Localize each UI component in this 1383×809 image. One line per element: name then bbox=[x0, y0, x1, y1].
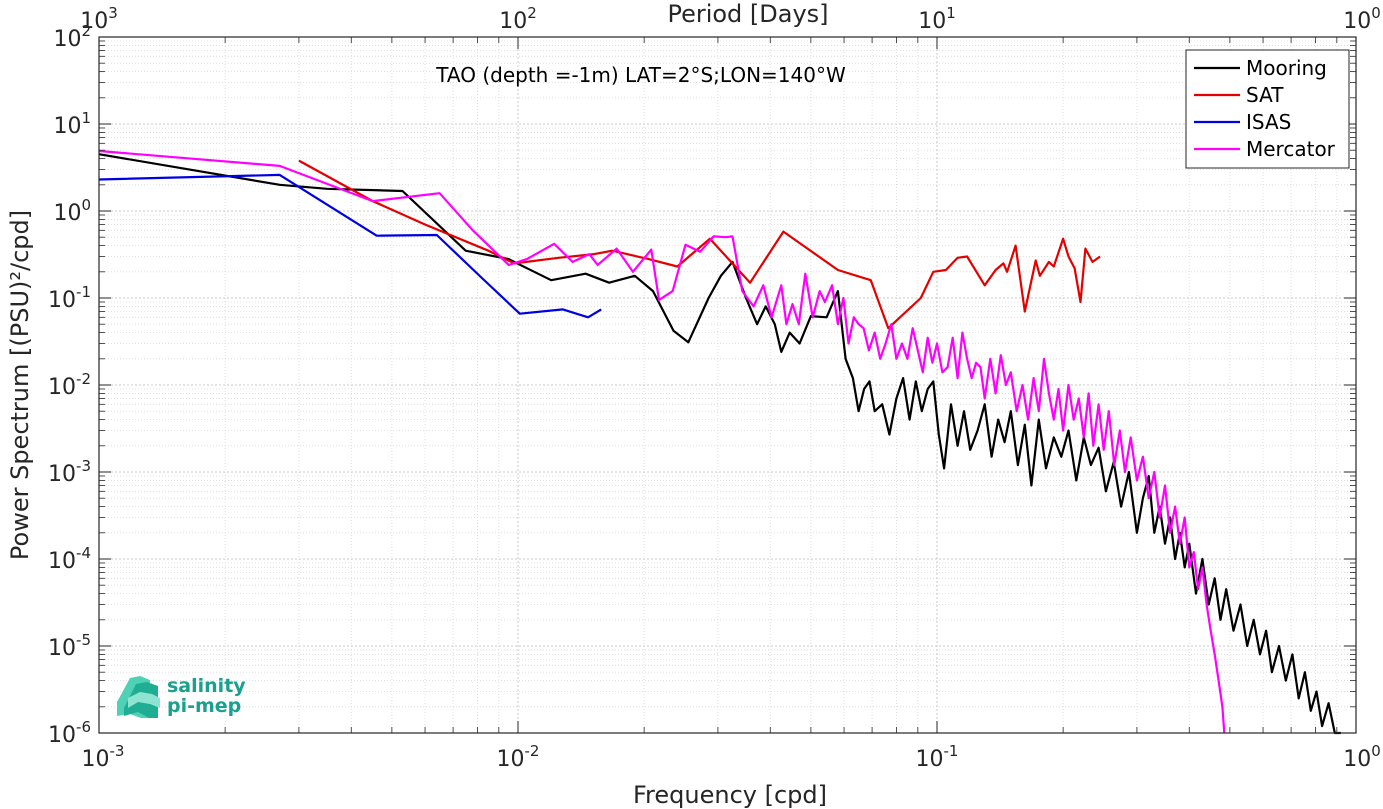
y-tick-label: 100 bbox=[53, 196, 91, 226]
wave-logo-icon bbox=[117, 676, 160, 718]
chart-title: TAO (depth =-1m) LAT=2°S;LON=140°W bbox=[435, 63, 846, 87]
y-tick-label: 101 bbox=[53, 109, 91, 139]
top-x-axis-label: Period [Days] bbox=[667, 0, 828, 28]
top-tick-label: 100 bbox=[1343, 4, 1381, 34]
grid bbox=[98, 36, 1357, 734]
top-tick-label: 101 bbox=[918, 4, 956, 34]
y-tick-label: 10-3 bbox=[48, 457, 91, 487]
top-tick-label: 102 bbox=[499, 4, 537, 34]
salinity-pi-mep-logo: salinity pi-mep bbox=[117, 675, 246, 718]
x-axis-label: Frequency [cpd] bbox=[633, 781, 827, 809]
y-tick-label: 10-4 bbox=[48, 544, 91, 574]
legend-label-sat: SAT bbox=[1246, 83, 1284, 107]
series-line-mooring bbox=[98, 153, 1341, 735]
legend-label-mooring: Mooring bbox=[1246, 56, 1327, 80]
legend-label-isas: ISAS bbox=[1246, 110, 1291, 134]
series-line-isas bbox=[98, 173, 602, 319]
x-tick-label: 10-1 bbox=[916, 742, 959, 772]
y-tick-label: 102 bbox=[53, 22, 91, 52]
x-tick-label: 10-2 bbox=[497, 742, 540, 772]
y-tick-label: 10-1 bbox=[48, 283, 91, 313]
legend: Mooring SAT ISAS Mercator bbox=[1185, 49, 1350, 169]
x-tick-label: 10-3 bbox=[82, 742, 125, 772]
series-line-sat bbox=[298, 159, 1101, 330]
top-tick-label: 103 bbox=[80, 4, 118, 34]
y-tick-label: 10-6 bbox=[48, 718, 91, 748]
tick-marks bbox=[98, 36, 1357, 734]
legend-label-mercator: Mercator bbox=[1246, 137, 1336, 161]
series-line-mercator bbox=[98, 149, 1226, 734]
logo-line1: salinity bbox=[167, 675, 246, 697]
logo-line2: pi-mep bbox=[167, 695, 241, 717]
series-layer bbox=[98, 149, 1341, 735]
y-tick-label: 10-5 bbox=[48, 631, 91, 661]
y-tick-label: 10-2 bbox=[48, 370, 91, 400]
y-axis-label: Power Spectrum [(PSU)²/cpd] bbox=[6, 210, 34, 560]
x-tick-label: 100 bbox=[1343, 742, 1381, 772]
